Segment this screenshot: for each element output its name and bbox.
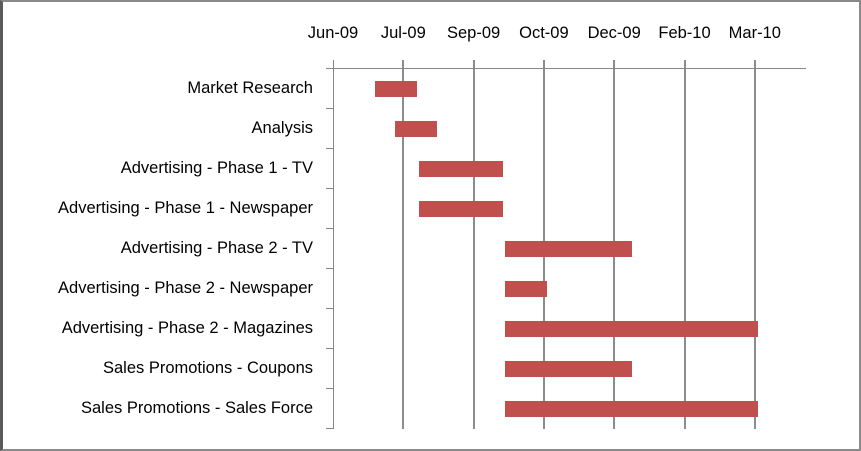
- gantt-bar: [504, 401, 758, 417]
- x-tick-label: Jun-09: [307, 24, 359, 42]
- category-label: Advertising - Phase 1 - TV: [120, 159, 313, 177]
- gantt-bar: [418, 161, 504, 177]
- category-label: Advertising - Phase 2 - TV: [120, 239, 313, 257]
- x-tick-label: Oct-09: [519, 24, 569, 42]
- x-tick-label: Dec-09: [587, 24, 641, 42]
- x-tick-label: Feb-10: [658, 24, 711, 42]
- category-label: Sales Promotions - Sales Force: [80, 399, 313, 417]
- gridline: [683, 60, 686, 429]
- category-label: Advertising - Phase 2 - Newspaper: [58, 279, 313, 297]
- y-axis-line: [333, 60, 334, 429]
- category-label: Advertising - Phase 2 - Magazines: [61, 319, 313, 337]
- x-tick-label: Mar-10: [728, 24, 781, 42]
- category-tick: [326, 108, 334, 109]
- category-tick: [326, 348, 334, 349]
- category-label: Analysis: [251, 119, 313, 137]
- gridline: [472, 60, 475, 429]
- category-label: Sales Promotions - Coupons: [102, 359, 313, 377]
- gantt-bar: [504, 241, 633, 257]
- category-label: Advertising - Phase 1 - Newspaper: [58, 199, 313, 217]
- category-label: Market Research: [187, 79, 313, 97]
- category-tick: [326, 148, 334, 149]
- gantt-bar: [375, 81, 418, 97]
- x-tick-label: Jul-09: [380, 24, 426, 42]
- gantt-bar: [504, 321, 758, 337]
- category-tick: [326, 428, 334, 429]
- gantt-bar: [504, 281, 547, 297]
- x-tick-label: Sep-09: [446, 24, 501, 42]
- gantt-bar: [394, 121, 438, 137]
- gridline: [402, 60, 405, 429]
- category-tick: [326, 228, 334, 229]
- gridline: [753, 60, 756, 429]
- gantt-bar: [504, 361, 633, 377]
- category-tick: [326, 188, 334, 189]
- gantt-bar: [418, 201, 504, 217]
- x-axis-line: [326, 68, 806, 69]
- category-tick: [326, 268, 334, 269]
- category-tick: [326, 388, 334, 389]
- category-tick: [326, 308, 334, 309]
